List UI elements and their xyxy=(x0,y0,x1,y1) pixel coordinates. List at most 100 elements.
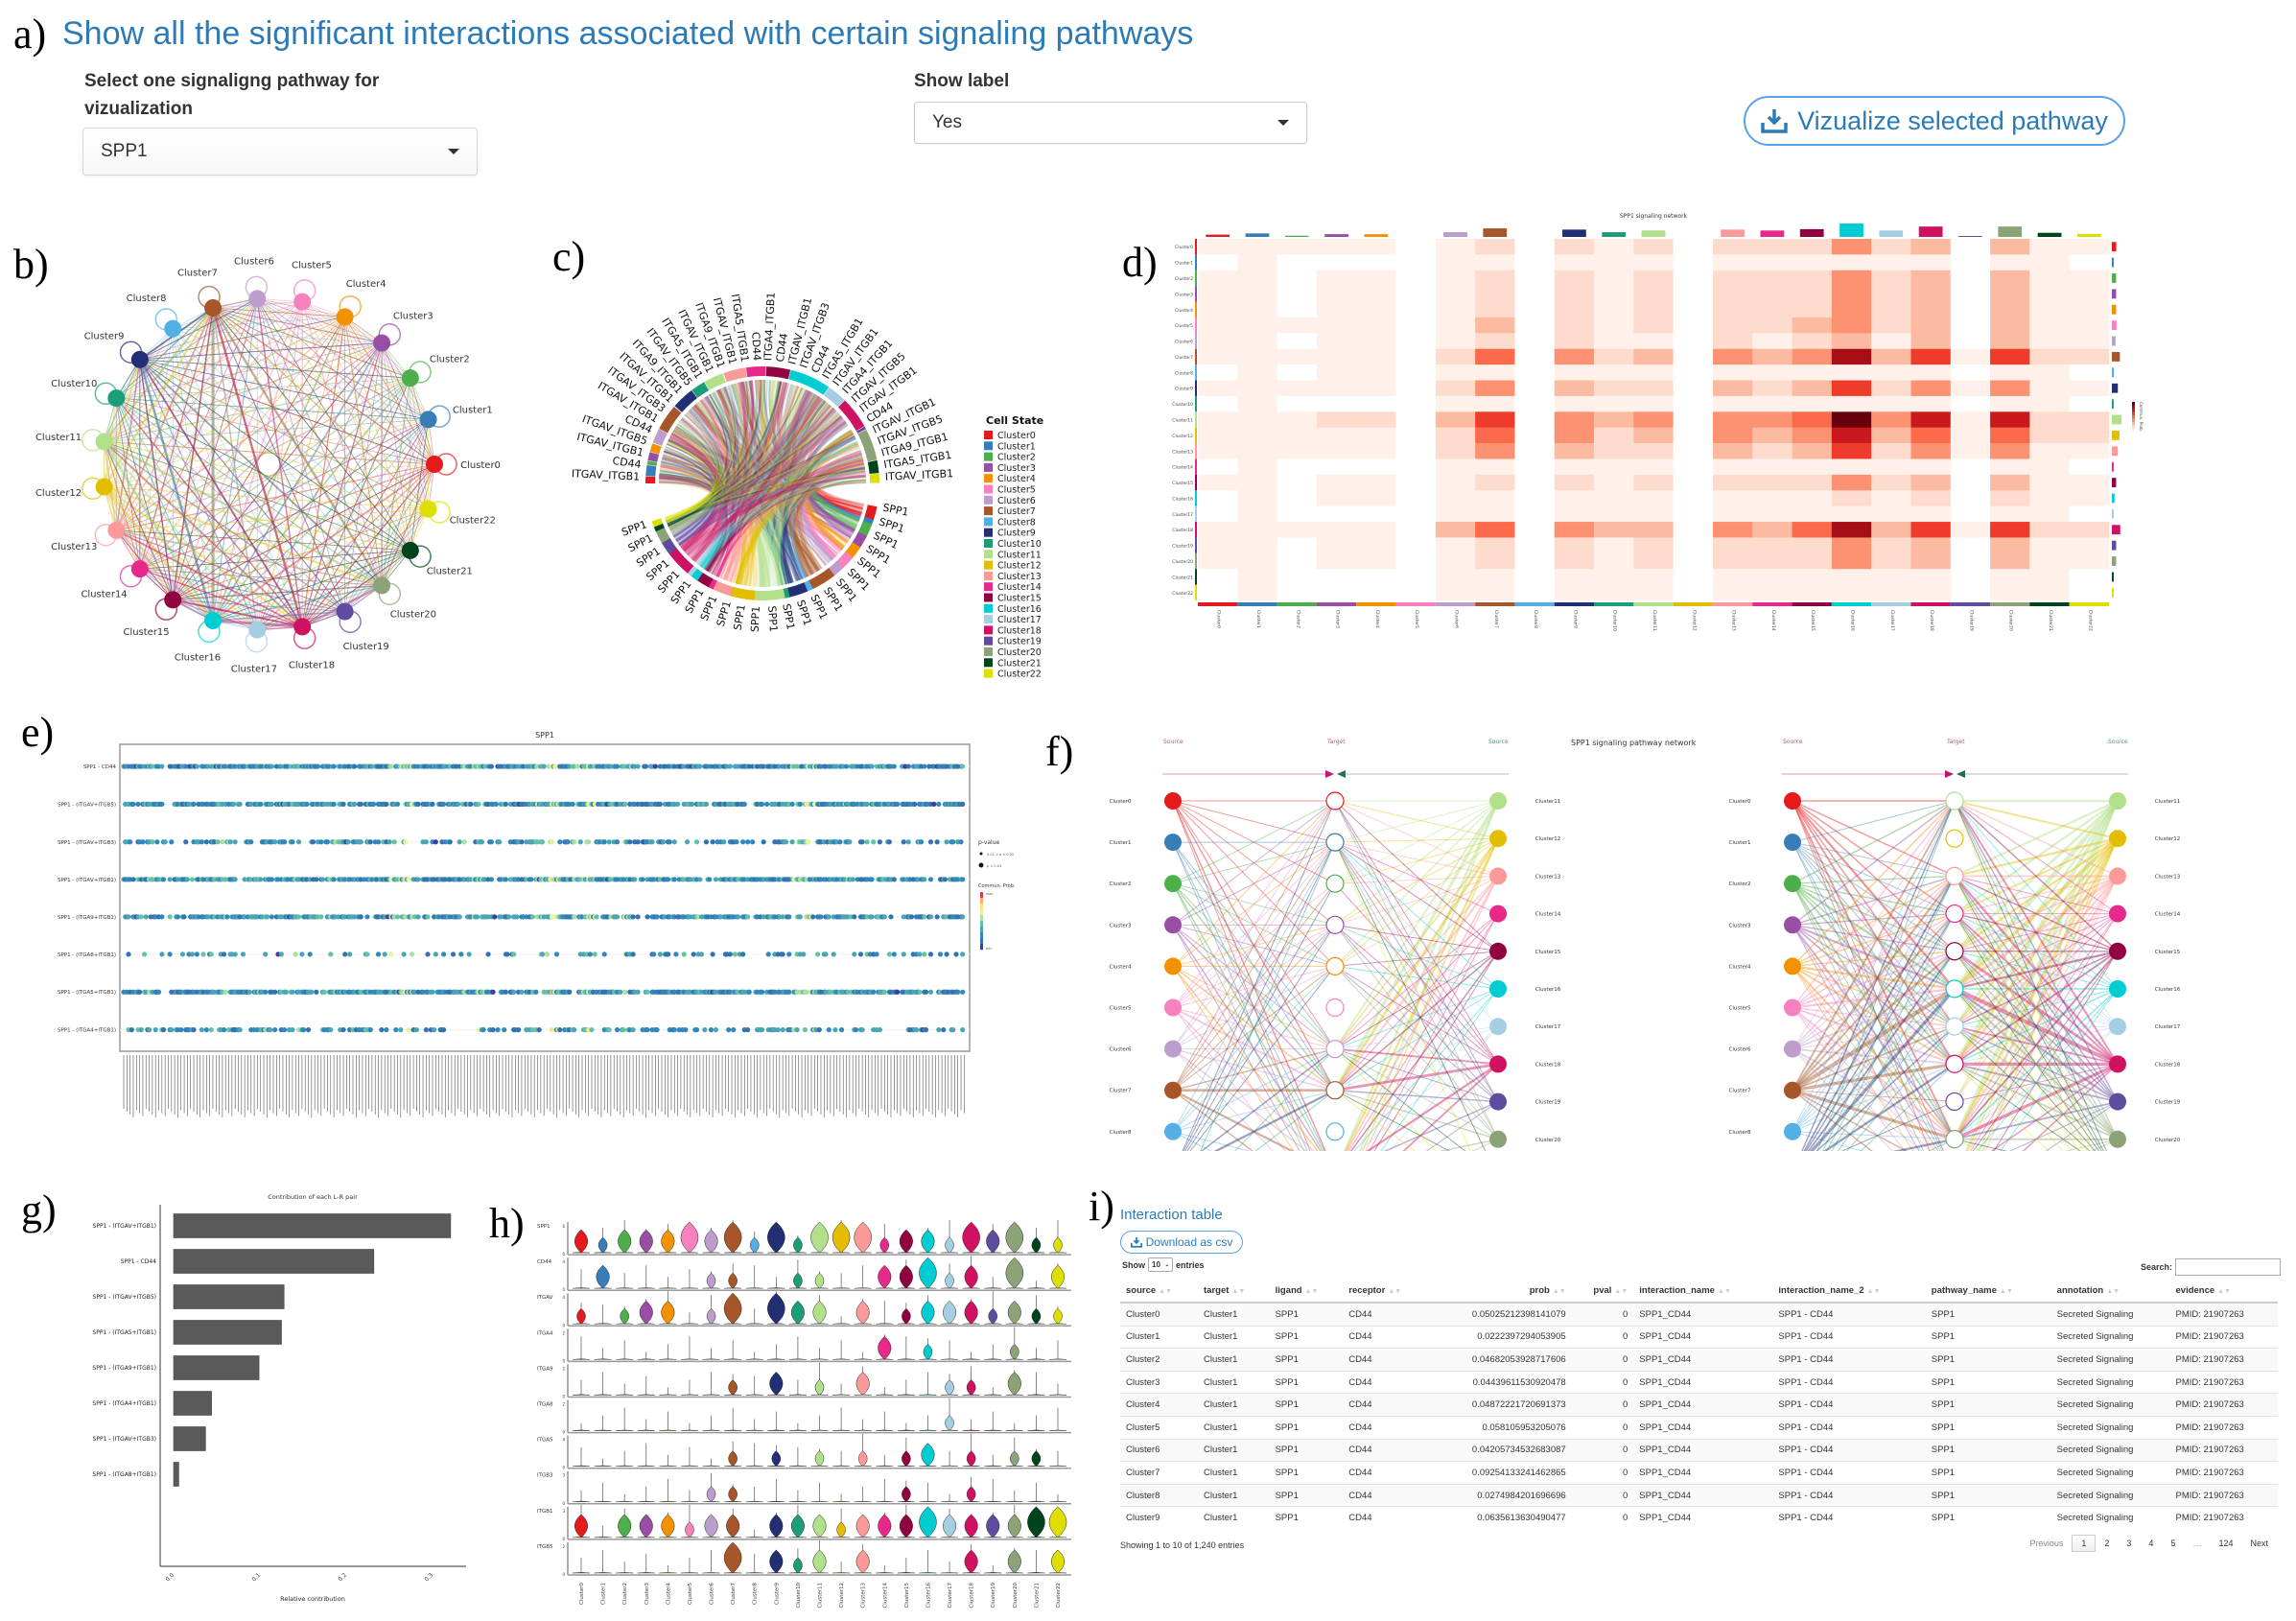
hierarchy-edge xyxy=(1954,837,2119,878)
source-node-label: Cluster20 xyxy=(1535,1138,1561,1143)
heatmap-cell xyxy=(1633,348,1674,365)
source-node-label: Cluster17 xyxy=(2155,1024,2181,1030)
chord-link xyxy=(658,482,742,584)
heatmap-cell xyxy=(1514,552,1556,570)
chord-link xyxy=(659,467,734,579)
interaction-dot xyxy=(248,839,254,845)
interaction-dot xyxy=(413,1027,419,1033)
hierarchy-edge xyxy=(1792,1131,1864,1151)
heatmap-cell xyxy=(1198,286,1238,302)
network-edge xyxy=(139,317,346,570)
interaction-dot xyxy=(740,839,746,845)
heatmap-cell xyxy=(1395,254,1437,271)
hierarchy-edge xyxy=(1792,876,1956,1133)
bar xyxy=(173,1213,452,1238)
hierarchy-edge xyxy=(1954,800,2119,1102)
column-label: Cluster19 xyxy=(1968,610,1974,631)
hierarchy-edge xyxy=(1172,800,1336,1049)
interaction-dot xyxy=(635,764,641,769)
heatmap-cell xyxy=(1554,317,1595,334)
chord-sector xyxy=(835,552,854,570)
source-node-label: Cluster12 xyxy=(2155,836,2181,842)
pathway-select[interactable]: SPP1 xyxy=(82,128,478,176)
hierarchy-edge xyxy=(1792,875,1956,968)
heatmap-cell xyxy=(1712,380,1753,397)
interaction-dot xyxy=(208,951,214,957)
chord-link xyxy=(665,421,718,520)
node-label: Cluster7 xyxy=(177,268,218,278)
heatmap-cell xyxy=(1514,364,1556,381)
heatmap-cell xyxy=(1198,522,1238,538)
source-node xyxy=(1164,998,1182,1017)
chord-link xyxy=(691,407,860,520)
heatmap-cell xyxy=(1831,490,1872,506)
chord-link xyxy=(768,380,855,532)
chord-link xyxy=(659,475,717,547)
chord-link xyxy=(704,396,855,532)
chord-link xyxy=(704,381,780,571)
row-label: SPP1 - (ITGA5+ITGB1) xyxy=(58,990,116,996)
heatmap-cell xyxy=(1554,395,1595,412)
hierarchy-edge xyxy=(1954,913,2084,1151)
heatmap-cell xyxy=(1910,239,1952,255)
heatmap-cell xyxy=(1792,537,1833,554)
column-sum-bar xyxy=(1799,228,1824,237)
heatmap-cell xyxy=(1475,270,1515,287)
interaction-dot xyxy=(761,839,766,845)
heatmap-cell xyxy=(2069,537,2110,554)
interaction-dot xyxy=(263,989,269,995)
heatmap-cell xyxy=(1475,364,1515,381)
interaction-dot xyxy=(780,951,785,957)
heatmap-cell xyxy=(1435,239,1476,255)
legend-label: Cluster15 xyxy=(997,594,1042,604)
network-edge xyxy=(256,508,429,630)
heatmap-cell xyxy=(1673,286,1714,302)
heatmap-cell xyxy=(1712,239,1753,255)
hierarchy-edge xyxy=(1334,1025,1499,1050)
source-node xyxy=(1784,1040,1801,1058)
network-edge xyxy=(212,307,258,630)
hierarchy-edge xyxy=(1792,1090,1873,1151)
heatmap-cell xyxy=(1871,569,1911,585)
source-node xyxy=(1489,792,1507,810)
network-edge xyxy=(301,463,435,627)
interaction-dot xyxy=(331,801,337,807)
heatmap-cell xyxy=(1435,301,1476,318)
heatmap-cell xyxy=(1277,505,1318,523)
chord-link xyxy=(668,435,737,580)
network-edge xyxy=(172,298,258,600)
chord-link xyxy=(715,389,740,577)
interaction-dot xyxy=(528,877,534,882)
y-tick-label: 4 xyxy=(562,1259,565,1264)
chord-link xyxy=(773,409,840,586)
show-label-select[interactable]: Yes xyxy=(914,102,1307,144)
network-edge xyxy=(139,568,383,586)
chord-link xyxy=(659,481,780,586)
interaction-dot xyxy=(601,951,607,957)
heatmap-cell xyxy=(1712,584,1753,601)
heatmap-cell xyxy=(1633,443,1674,459)
network-edge xyxy=(212,307,429,420)
chord-link xyxy=(731,384,806,578)
interaction-dot xyxy=(403,839,409,845)
heatmap-cell xyxy=(1633,458,1674,476)
interaction-dot xyxy=(955,989,961,995)
violin xyxy=(899,1229,913,1254)
heatmap-cell xyxy=(1990,270,2030,287)
hierarchy-edge xyxy=(1792,951,1956,1133)
visualize-pathway-button[interactable]: Vizualize selected pathway xyxy=(1744,96,2125,146)
chord-link xyxy=(659,480,734,579)
heatmap-cell xyxy=(1792,348,1833,365)
category-label: SPP1 - (ITGA9+ITGB1) xyxy=(92,1365,156,1372)
network-edge xyxy=(381,463,435,586)
heatmap-cell xyxy=(1831,239,1872,255)
chord-link xyxy=(808,458,864,531)
heatmap-cell xyxy=(1831,411,1872,428)
network-edge xyxy=(381,342,435,465)
chord-link xyxy=(675,424,833,561)
hierarchy-edge xyxy=(1172,800,1336,1008)
heatmap-cell xyxy=(1198,254,1238,271)
heatmap-cell xyxy=(1950,301,1991,318)
row-color-strip xyxy=(1195,364,1197,381)
interaction-dot xyxy=(732,951,738,957)
